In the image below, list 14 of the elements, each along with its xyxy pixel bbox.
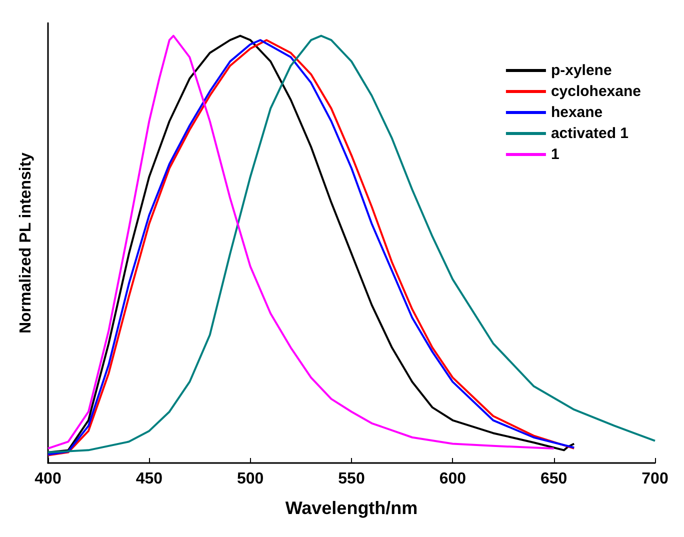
legend-label: activated 1 <box>550 125 628 142</box>
x-tick-label: 700 <box>642 470 668 488</box>
legend-label: 1 <box>550 146 560 163</box>
x-axis-title: Wavelength/nm <box>285 498 418 518</box>
legend-label: cyclohexane <box>550 83 642 100</box>
y-axis-title: Normalized PL intensity <box>18 152 34 334</box>
x-tick-label: 550 <box>338 470 365 488</box>
x-tick-label: 650 <box>540 470 568 488</box>
x-tick-label: 500 <box>236 470 264 488</box>
x-tick-label: 450 <box>136 470 163 488</box>
x-tick-label: 400 <box>34 470 62 488</box>
legend-label: hexane <box>550 104 603 121</box>
legend-label: p-xylene <box>550 62 612 79</box>
x-tick-label: 600 <box>439 470 466 488</box>
